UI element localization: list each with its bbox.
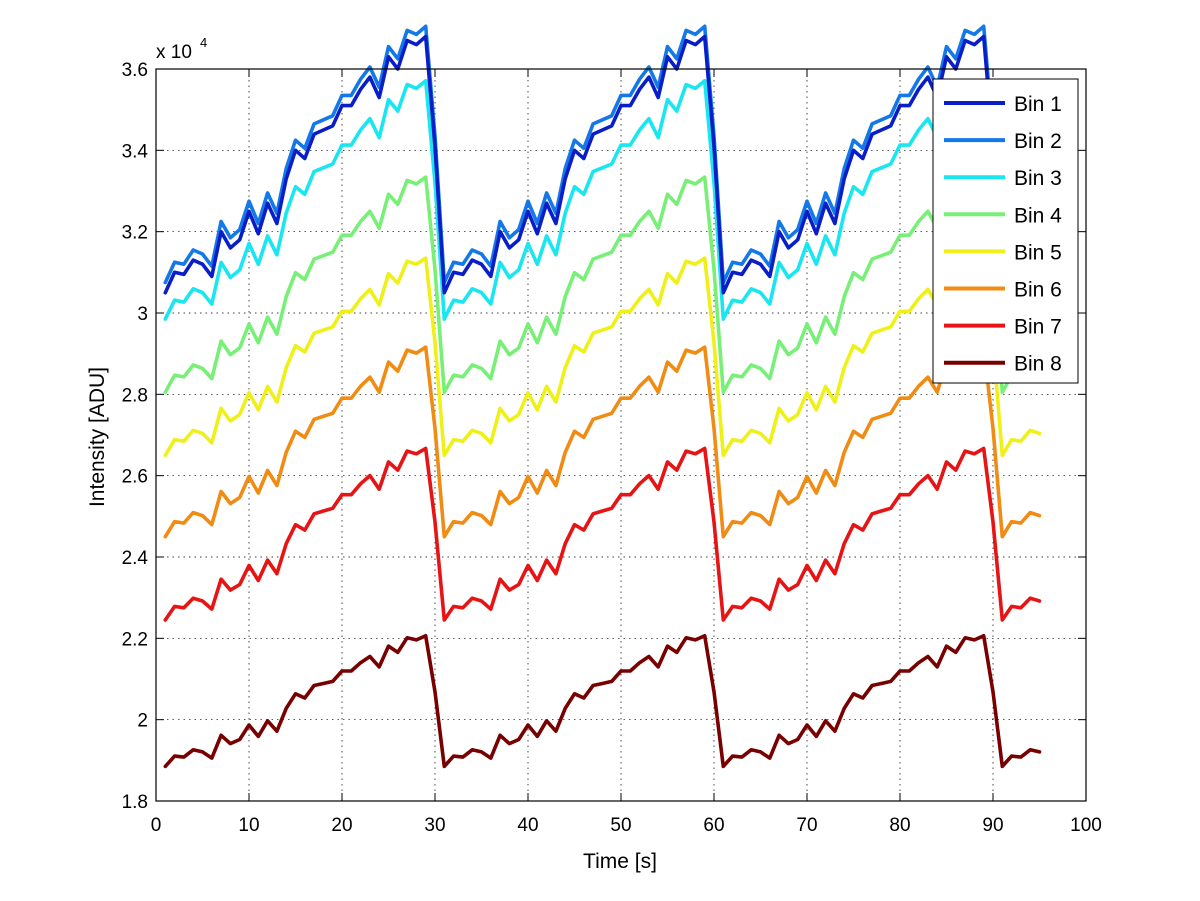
legend-label-bin-2: Bin 2 [1014,130,1062,153]
x-tick-label: 50 [610,815,631,836]
x-tick-label: 60 [703,815,724,836]
series-layer [163,24,1042,769]
x-tick-label: 10 [238,815,259,836]
series-line-bin-6 [163,345,1042,539]
x-axis-label: Time [s] [583,850,657,873]
axis-ticks: 0 10 20 30 40 50 60 70 80 90 100 1.8 2 2.2 2.4 2.6 2.8 3 3… [122,60,1102,836]
grid-lines [156,69,1086,801]
legend-label-bin-6: Bin 6 [1014,279,1062,302]
y-tick-label: 3.6 [122,60,148,81]
series-line-bin-5 [163,256,1042,458]
y-multiplier: x 10 4 [156,35,207,63]
series-line-bin-8 [163,633,1042,769]
series-line-bin-7 [163,446,1042,622]
legend-label-bin-8: Bin 8 [1014,353,1062,376]
legend-label-bin-3: Bin 3 [1014,167,1062,190]
x-tick-label: 30 [424,815,445,836]
legend-label-bin-4: Bin 4 [1014,204,1062,227]
x-tick-label: 40 [517,815,538,836]
y-tick-label: 2.8 [122,385,148,406]
y-tick-label: 1.8 [122,792,148,813]
x-tick-label: 100 [1070,815,1102,836]
series-line-bin-2 [163,24,1042,285]
legend-label-bin-7: Bin 7 [1014,316,1062,339]
y-multiplier-exponent: 4 [200,35,207,50]
series-line-bin-3 [163,79,1042,321]
legend: Bin 1 Bin 2 Bin 3 Bin 4 Bin 5 Bin 6 Bin 7 Bin 8 [932,78,1079,384]
x-tick-label: 20 [331,815,352,836]
y-axis-label: Intensity [ADU] [86,367,109,507]
x-tick-label: 90 [982,815,1003,836]
x-tick-label: 0 [151,815,162,836]
y-tick-label: 2.4 [122,548,149,569]
y-tick-label: 3.2 [122,223,148,244]
y-tick-label: 3.4 [122,141,149,162]
series-line-bin-4 [163,175,1042,395]
legend-label-bin-1: Bin 1 [1014,93,1062,116]
y-tick-label: 2 [137,711,148,732]
x-tick-label: 80 [889,815,910,836]
y-tick-label: 2.6 [122,467,148,488]
y-multiplier-base: x 10 [156,42,192,63]
x-tick-label: 70 [796,815,817,836]
series-line-bin-1 [163,34,1042,295]
legend-box [932,78,1079,384]
y-tick-label: 3 [137,304,148,325]
y-tick-label: 2.2 [122,629,148,650]
legend-label-bin-5: Bin 5 [1014,241,1062,264]
